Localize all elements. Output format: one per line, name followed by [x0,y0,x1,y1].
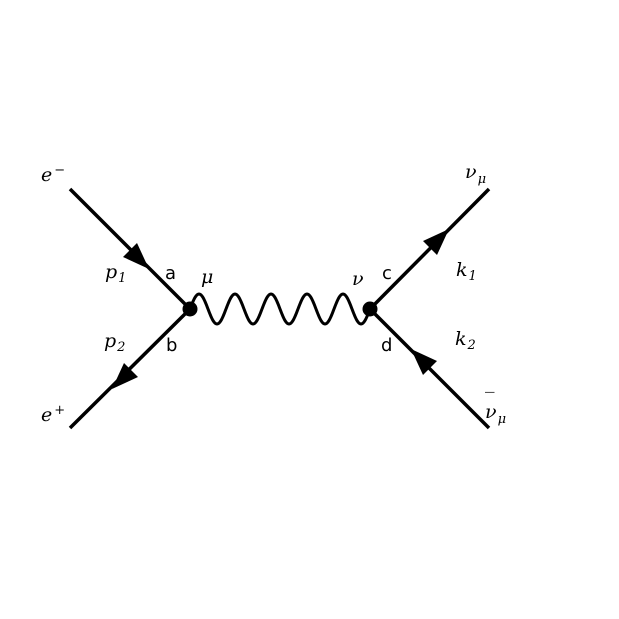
label-nu: ν [352,268,364,290]
label-p2: p2 [104,330,125,355]
label-d: d [381,335,392,356]
label-electron: e − [41,163,65,186]
vertex-right [362,301,378,317]
electron-arrow-icon [123,243,149,269]
label-b: b [166,335,177,356]
label-neutrino: νμ [465,161,486,187]
neutrino-arrow-icon [423,229,449,255]
label-antineutrino: νμ [485,401,506,427]
label-k2: k2 [455,328,476,353]
photon-propagator [188,292,372,326]
label-a: a [165,263,176,284]
label-p1: p1 [105,261,126,286]
electron-line [68,187,192,311]
antineutrino-bar: ‾ [485,389,495,411]
label-c: c [382,263,392,284]
positron-arrow-icon [112,363,138,389]
label-mu: μ [201,266,213,288]
neutrino-line [368,187,491,311]
vertex-left [182,301,198,317]
antineutrino-arrow-icon [411,349,437,375]
label-k1: k1 [456,259,477,284]
positron-line [68,307,192,430]
label-positron: e + [41,403,65,426]
